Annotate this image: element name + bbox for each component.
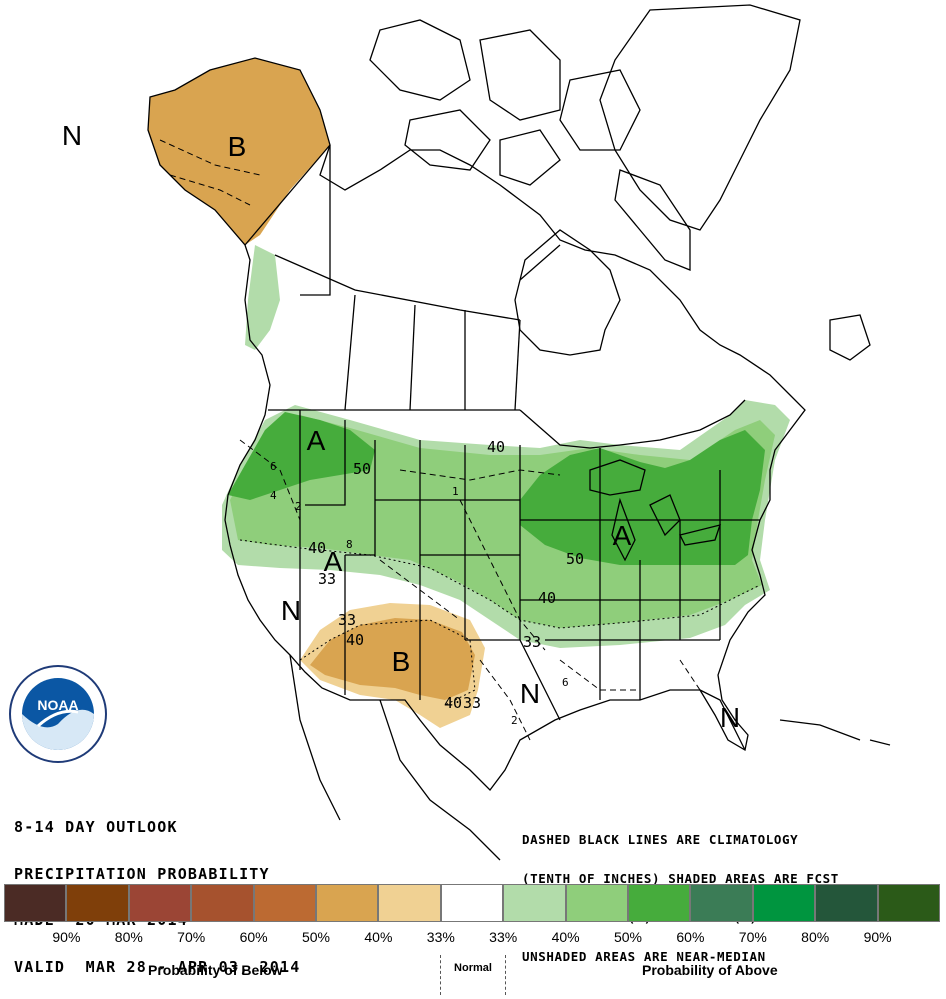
nw-above-50 <box>228 412 375 500</box>
legend-color-bar <box>4 884 941 922</box>
legend-above-label: Probability of Above <box>642 962 778 978</box>
climatology-label: 4 <box>270 489 277 502</box>
contour-label: 40 <box>487 438 505 456</box>
climatology-label: 2 <box>511 714 518 727</box>
contour-label: 50 <box>566 550 584 568</box>
legend-swatch <box>503 884 566 922</box>
ne-above-50 <box>520 430 765 565</box>
climatology-label: 1 <box>452 485 459 498</box>
legend-tick-label: 50% <box>613 929 643 945</box>
contour-label: 40 <box>444 694 462 712</box>
legend-swatch <box>877 884 941 922</box>
contour-label: 40 <box>308 539 326 557</box>
climatology-label: 8 <box>346 538 353 551</box>
legend-swatch <box>440 884 504 922</box>
legend-below-label: Probability of Below <box>148 962 283 978</box>
legend-swatch <box>565 884 629 922</box>
map-outlines <box>147 4 891 861</box>
legend-swatch <box>66 884 129 922</box>
southwest-above-letter: A <box>324 546 343 577</box>
northwest-above-letter: A <box>307 425 326 456</box>
legend-swatch <box>378 884 441 922</box>
legend-tick-label: 80% <box>114 929 143 945</box>
texas-normal-letter: N <box>520 678 540 709</box>
legend-ticks: 90% 80% 70% 60% 50% 40% 33% 33% 40% 50% 60% 70% 80% 9… <box>4 929 940 949</box>
note-line: UNSHADED AREAS ARE NEAR-MEDIAN <box>522 949 766 964</box>
legend-swatch <box>815 884 878 922</box>
outlook-valid-dates: VALID MAR 28 - APR 03, 2014 <box>14 957 301 976</box>
contour-label: 33 <box>338 611 356 629</box>
legend-swatch <box>128 884 192 922</box>
shaded-areas <box>148 58 790 728</box>
outlook-map: B N A A A B N N N 50 40 40 33 50 40 33 3… <box>62 4 891 861</box>
alaska-below-letter: B <box>228 131 247 162</box>
legend-tick-label: 40% <box>551 929 580 945</box>
note-line: (TENTH OF INCHES) SHADED AREAS ARE FCST <box>522 871 839 886</box>
legend-tick-label: 33% <box>489 929 518 945</box>
noaa-logo: NOAA <box>9 665 107 763</box>
legend-tick-label: 60% <box>239 929 268 945</box>
climatology-label: 2 <box>295 500 302 513</box>
climatology-lines <box>159 139 701 741</box>
legend-swatch <box>752 884 816 922</box>
legend-tick-label: 90% <box>863 929 892 945</box>
contour-label: 40 <box>538 589 556 607</box>
west-normal-letter: N <box>281 595 301 626</box>
contour-label: 50 <box>353 460 371 478</box>
legend-swatch <box>191 884 254 922</box>
legend-tick-label: 40% <box>364 929 393 945</box>
bc-above-light <box>245 245 280 350</box>
legend-swatch <box>4 884 67 922</box>
legend-tick-label: 80% <box>801 929 830 945</box>
southwest-below-letter: B <box>392 646 411 677</box>
florida-normal-letter: N <box>720 702 740 733</box>
outlook-subtitle: PRECIPITATION PROBABILITY <box>14 864 270 883</box>
legend-tick-label: 90% <box>52 929 81 945</box>
contour-label: 33 <box>318 570 336 588</box>
noaa-logo-text: NOAA <box>37 697 78 713</box>
contour-label: 33 <box>523 633 541 651</box>
climatology-label: 6 <box>270 460 277 473</box>
outlook-title: 8-14 DAY OUTLOOK <box>14 818 178 836</box>
sw-below-40 <box>310 618 475 700</box>
legend-swatch <box>253 884 317 922</box>
legend-normal-label: Normal <box>454 962 492 974</box>
probability-contours <box>239 539 761 706</box>
legend-tick-label: 70% <box>738 929 767 945</box>
legend-swatch <box>628 884 691 922</box>
legend-swatch <box>690 884 753 922</box>
legend-tick-label: 50% <box>301 929 331 945</box>
legend-normal-box: Normal <box>440 955 506 995</box>
northeast-above-letter: A <box>613 520 632 551</box>
legend-tick-label: 33% <box>426 929 455 945</box>
note-line: DASHED BLACK LINES ARE CLIMATOLOGY <box>522 832 799 847</box>
contour-label: 33 <box>463 694 481 712</box>
legend-tick-label: 70% <box>177 929 206 945</box>
alaska-normal-letter: N <box>62 120 82 151</box>
contour-label: 40 <box>346 631 364 649</box>
climatology-label: 6 <box>562 676 569 689</box>
legend-tick-label: 60% <box>676 929 705 945</box>
legend-swatch <box>316 884 379 922</box>
